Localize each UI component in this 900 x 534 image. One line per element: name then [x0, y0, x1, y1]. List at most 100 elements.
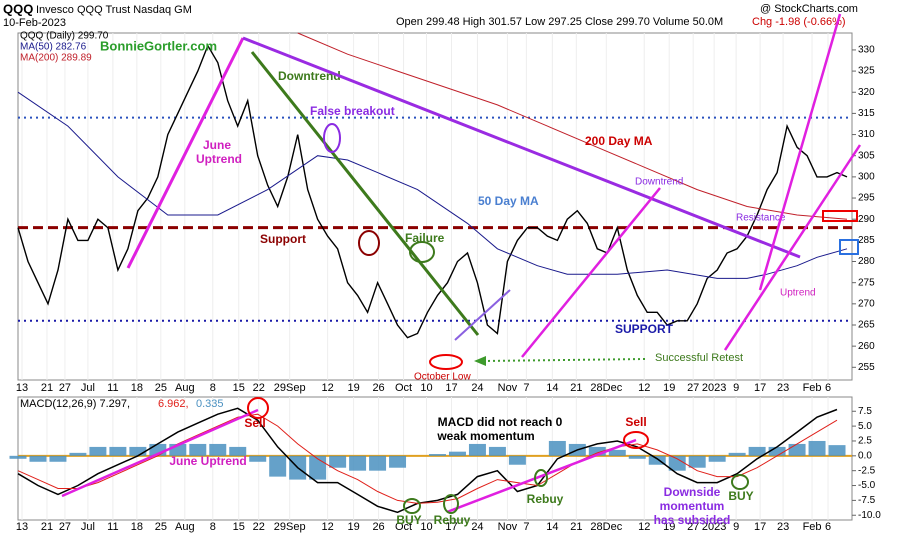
- x-tick-label: 12: [638, 382, 650, 394]
- histogram-bar: [468, 443, 486, 456]
- x-tick-label: 19: [663, 521, 675, 533]
- x-tick-label: Jul: [81, 382, 95, 394]
- histogram-bar: [149, 443, 167, 456]
- x-tick-label: 23: [777, 382, 789, 394]
- moving-average: [17, 91, 848, 279]
- y-tick-label: 315: [858, 108, 875, 119]
- histogram-bar: [209, 443, 227, 456]
- x-tick-label: 21: [570, 382, 582, 394]
- x-tick-label: 18: [131, 521, 143, 533]
- histogram-bar: [508, 455, 526, 465]
- x-tick-label: 6: [825, 382, 831, 394]
- macd-line: [17, 407, 838, 514]
- y-tick-label: 255: [858, 362, 875, 373]
- drawing: [358, 230, 380, 256]
- x-tick-label: 9: [733, 382, 739, 394]
- x-tick-label: 9: [733, 521, 739, 533]
- histogram-bar: [728, 452, 746, 456]
- drawing: [454, 289, 511, 341]
- x-tick-label: 17: [445, 521, 457, 533]
- x-tick-label: 21: [41, 521, 53, 533]
- x-tick-label: 8: [210, 382, 216, 394]
- x-tick-label: 24: [471, 382, 483, 394]
- y-tick-label: -2.5: [858, 465, 876, 476]
- histogram-bar: [748, 446, 766, 456]
- drawing: [446, 438, 637, 514]
- y-tick-label: -10.0: [858, 510, 881, 521]
- drawing: [409, 241, 435, 263]
- drawing: [521, 187, 661, 358]
- legend-entry: MACD(12,26,9) 7.297,: [20, 398, 130, 410]
- histogram-bar: [828, 445, 846, 456]
- annotation: Uptrend: [780, 288, 816, 299]
- drawing: [429, 354, 463, 370]
- x-tick-label: 24: [471, 521, 483, 533]
- annotation: Downtrend: [635, 177, 683, 188]
- histogram-bar: [429, 454, 446, 456]
- x-tick-label: 26: [372, 382, 384, 394]
- histogram-bar: [708, 455, 726, 462]
- x-tick-label: Aug: [175, 382, 195, 394]
- x-tick-label: 25: [155, 382, 167, 394]
- histogram-bar: [249, 455, 267, 462]
- histogram-bar: [668, 455, 686, 471]
- annotation: Failure: [405, 231, 445, 245]
- drawing: [247, 397, 269, 419]
- x-tick-label: 10: [420, 382, 432, 394]
- histogram-bar: [588, 446, 606, 456]
- x-tick-label: 22: [253, 382, 265, 394]
- y-tick-label: 320: [858, 87, 875, 98]
- x-tick-label: 17: [754, 521, 766, 533]
- x-tick-label: 7: [523, 521, 529, 533]
- y-tick-label: 260: [858, 341, 875, 352]
- x-tick-label: 27: [687, 521, 699, 533]
- annotation: Sell: [244, 416, 265, 430]
- y-tick-label: 5.0: [858, 421, 872, 432]
- histogram-bar: [89, 446, 107, 456]
- annotation: Support: [260, 232, 306, 246]
- source: @ StockCharts.com: [760, 3, 858, 15]
- x-tick-label: 17: [754, 382, 766, 394]
- histogram-bar: [69, 452, 87, 456]
- legend-entry: MA(200) 289.89: [20, 53, 92, 64]
- annotation: Sell: [625, 415, 646, 429]
- annotation: Downtrend: [278, 69, 341, 83]
- y-tick-label: 290: [858, 214, 875, 225]
- y-tick-label: 310: [858, 129, 875, 140]
- histogram-bar: [349, 455, 367, 471]
- drawing: [758, 13, 842, 291]
- date: 10-Feb-2023: [3, 17, 66, 29]
- histogram-bar: [628, 455, 646, 459]
- annotation: 200 Day MA: [585, 134, 653, 148]
- x-tick-label: 15: [233, 521, 245, 533]
- drawing: [534, 469, 548, 487]
- histogram-bar: [29, 455, 47, 462]
- annotation: MACD did not reach 0: [438, 415, 563, 429]
- annotation: Uptrend: [196, 152, 242, 166]
- x-tick-label: 22: [253, 521, 265, 533]
- y-tick-label: 330: [858, 45, 875, 56]
- annotation: Resistance: [736, 213, 786, 224]
- y-tick-label: -5.0: [858, 480, 876, 491]
- annotation: has subsided: [654, 513, 731, 527]
- drawing: [323, 123, 341, 153]
- histogram-bar: [788, 443, 806, 456]
- x-tick-label: 15: [233, 382, 245, 394]
- legend-entry: MA(50) 282.76: [20, 42, 87, 53]
- histogram-bar: [648, 455, 666, 465]
- y-tick-label: 285: [858, 235, 875, 246]
- x-tick-label: 13: [16, 521, 28, 533]
- x-tick-label: 27: [687, 382, 699, 394]
- drawing: [723, 144, 862, 351]
- annotation: June: [203, 138, 231, 152]
- x-tick-label: 12: [638, 521, 650, 533]
- signal-line: [17, 413, 838, 504]
- drawing: [403, 498, 421, 514]
- x-tick-label: 11: [107, 382, 118, 394]
- annotation: SUPPORT: [615, 322, 674, 336]
- histogram-bar: [329, 455, 347, 468]
- x-tick-label: Feb: [803, 521, 822, 533]
- x-tick-label: 26: [372, 521, 384, 533]
- histogram-bar: [448, 451, 466, 456]
